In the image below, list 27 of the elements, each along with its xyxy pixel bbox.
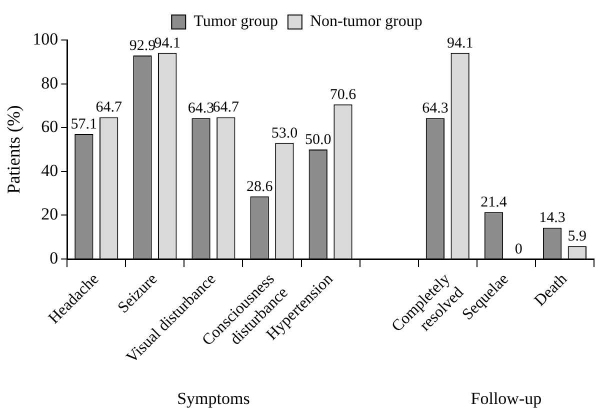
data-label: 64.3 — [188, 100, 214, 117]
legend-label: Non-tumor group — [310, 13, 422, 30]
y-tick-label: 60 — [41, 117, 58, 136]
data-label: 57.1 — [70, 116, 98, 132]
y-tick-label: 100 — [32, 29, 58, 48]
data-label: 64.7 — [212, 100, 240, 116]
text: Symptoms — [177, 388, 250, 408]
y-tick-label: 0 — [50, 248, 58, 268]
data-label: 94.1 — [154, 35, 180, 52]
data-label: 64.3 — [422, 100, 448, 117]
data-label: 64.7 — [96, 100, 122, 116]
data-label: 92.9 — [129, 38, 156, 54]
data-label: 21.4 — [480, 194, 508, 211]
y-tick-label: 40 — [41, 160, 58, 180]
data-label: 0 — [514, 241, 522, 258]
y-tick-label: 20 — [41, 204, 58, 224]
data-label: 28.6 — [246, 178, 274, 195]
text: Follow-up — [470, 388, 542, 408]
legend-label: Tumor group — [194, 13, 278, 30]
data-label: 50.0 — [304, 132, 332, 148]
data-label: 94.1 — [446, 35, 474, 52]
data-label: 14.3 — [539, 210, 566, 226]
y-axis-title: Patients (%) — [4, 105, 24, 194]
data-label: 70.6 — [330, 86, 357, 103]
data-label: 53.0 — [271, 125, 298, 142]
data-label: 5.9 — [568, 228, 587, 245]
y-tick-label: 80 — [41, 73, 58, 92]
